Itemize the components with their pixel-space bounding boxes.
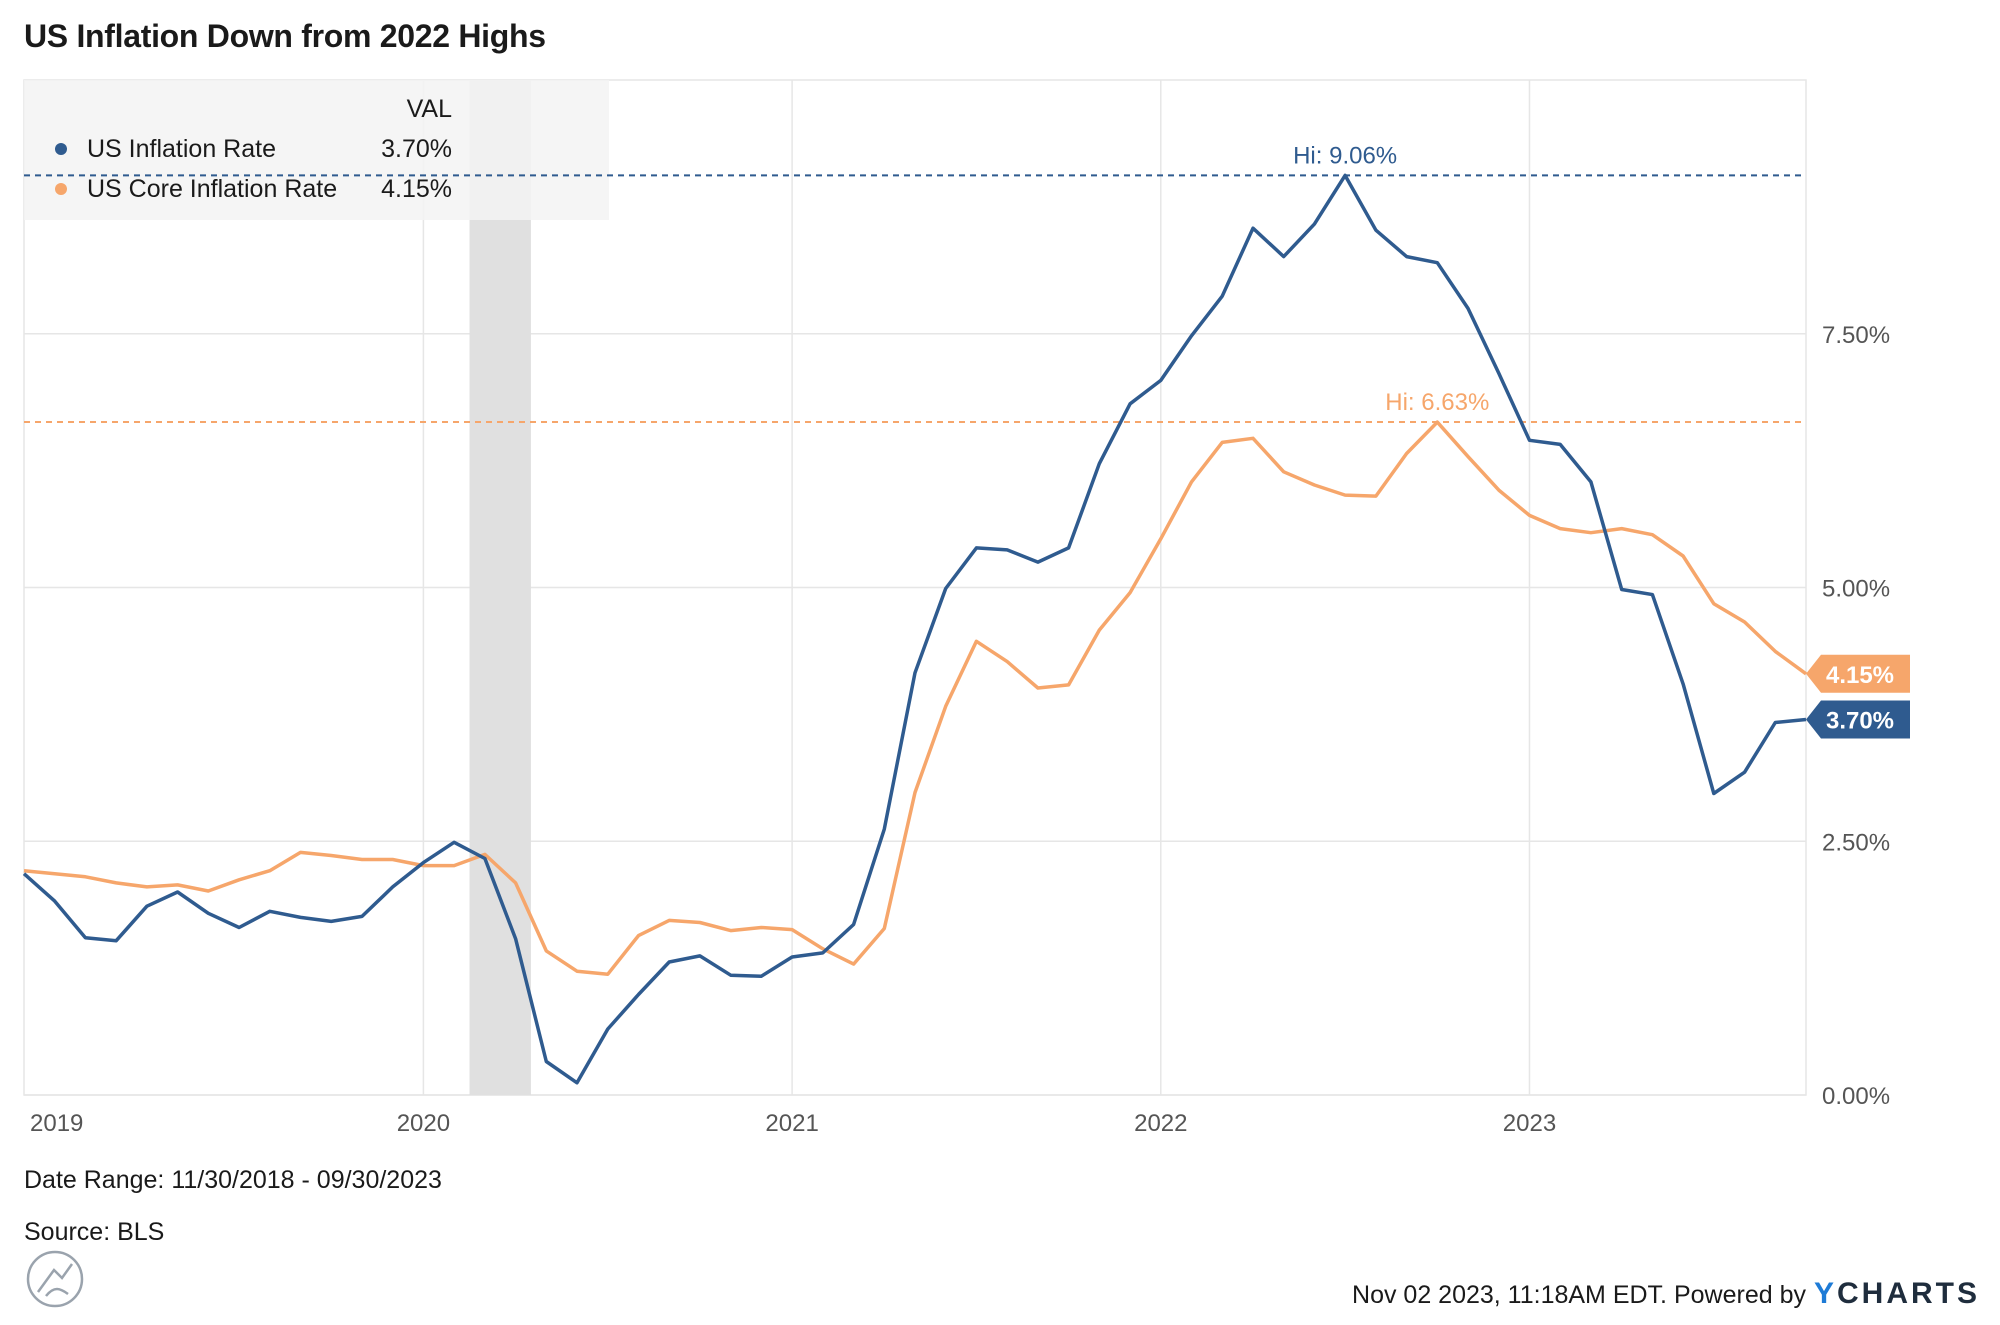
chart-title: US Inflation Down from 2022 Highs [24, 18, 546, 54]
brand-rest: CHARTS [1837, 1277, 1980, 1310]
legend-marker-inflation [55, 143, 67, 155]
legend-label-core[interactable]: US Core Inflation Rate [87, 175, 337, 203]
ycharts-brand[interactable]: YCHARTS [1814, 1277, 1980, 1311]
date-range: Date Range: 11/30/2018 - 09/30/2023 [24, 1166, 442, 1194]
y-tick-label: 5.00% [1822, 576, 1890, 603]
grid-lines [23, 79, 1807, 1096]
high-label-core: Hi: 6.63% [1385, 389, 1489, 416]
legend-marker-core [55, 183, 67, 195]
x-tick-label: 2020 [397, 1110, 450, 1137]
watermark-logo-icon [26, 1250, 84, 1308]
axis-labels: 0.00% 2.50% 5.00% 7.50% 2019 2020 2021 2022 2023 [30, 322, 1890, 1137]
legend: VAL US Inflation Rate 3.70% US Core Infl… [24, 80, 609, 220]
timestamp: Nov 02 2023, 11:18AM EDT. Powered by [1352, 1281, 1806, 1309]
legend-value-inflation: 3.70% [381, 135, 452, 163]
badge-text: 4.15% [1826, 662, 1894, 689]
y-tick-label: 2.50% [1822, 829, 1890, 856]
last-value-badge-inflation: 3.70% [1806, 700, 1910, 739]
y-tick-label: 0.00% [1822, 1083, 1890, 1110]
recession-band [469, 80, 531, 1095]
badge-shape [1806, 700, 1910, 739]
series-layer: Hi: 9.06% Hi: 6.63% 4.15% 3.70% [22, 142, 1910, 1085]
badge-shape [1806, 654, 1910, 693]
last-value-badge-core: 4.15% [1806, 654, 1910, 693]
y-tick-label: 7.50% [1822, 322, 1890, 349]
legend-label-inflation[interactable]: US Inflation Rate [87, 135, 276, 163]
high-label-inflation: Hi: 9.06% [1293, 142, 1397, 169]
legend-header: VAL [407, 95, 452, 123]
series-line-core[interactable] [23, 420, 1808, 976]
series-line-inflation[interactable] [22, 173, 1807, 1085]
x-tick-label: 2021 [765, 1110, 818, 1137]
badge-text: 3.70% [1826, 707, 1894, 734]
x-tick-label: 2022 [1134, 1110, 1187, 1137]
legend-value-core: 4.15% [381, 175, 452, 203]
x-tick-label: 2023 [1503, 1110, 1556, 1137]
source-note: Source: BLS [24, 1218, 165, 1246]
x-tick-label: 2019 [30, 1110, 83, 1137]
footer-stamp: Nov 02 2023, 11:18AM EDT. Powered by YCH… [1352, 1277, 1980, 1311]
brand-y: Y [1813, 1277, 1837, 1310]
